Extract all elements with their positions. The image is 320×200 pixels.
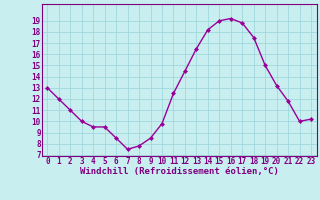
X-axis label: Windchill (Refroidissement éolien,°C): Windchill (Refroidissement éolien,°C) <box>80 167 279 176</box>
